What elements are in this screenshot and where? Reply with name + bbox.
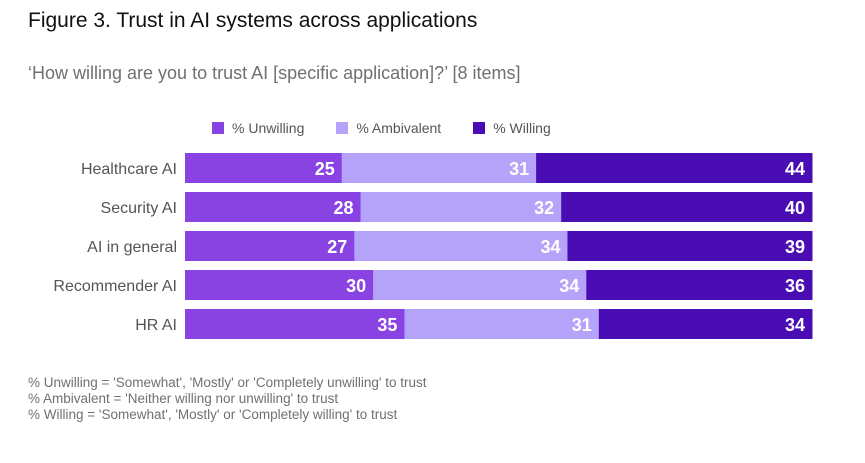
legend-item-unwilling: % Unwilling [212, 120, 304, 136]
data-label-security-ai-willing: 40 [785, 198, 805, 218]
data-label-recommender-ai-ambivalent: 34 [559, 276, 579, 296]
data-label-security-ai-unwilling: 28 [334, 198, 354, 218]
bar-recommender-ai-ambivalent [373, 270, 587, 300]
footnote-unwilling: % Unwilling = 'Somewhat', 'Mostly' or 'C… [28, 375, 427, 390]
bar-ai-in-general-ambivalent [354, 231, 568, 261]
bar-healthcare-ai-ambivalent [341, 153, 537, 183]
category-label-recommender-ai: Recommender AI [53, 278, 177, 295]
legend-swatch-unwilling [212, 122, 224, 134]
data-label-hr-ai-ambivalent: 31 [572, 315, 592, 335]
chart-title: Figure 3. Trust in AI systems across app… [28, 9, 478, 32]
legend-item-ambivalent: % Ambivalent [336, 120, 441, 136]
bar-healthcare-ai-willing [536, 153, 813, 183]
data-label-healthcare-ai-unwilling: 25 [315, 159, 335, 179]
data-label-healthcare-ai-ambivalent: 31 [509, 159, 529, 179]
bar-security-ai-unwilling [185, 192, 362, 222]
data-label-healthcare-ai-willing: 44 [785, 159, 805, 179]
data-label-hr-ai-willing: 34 [785, 315, 805, 335]
legend-item-willing: % Willing [473, 120, 551, 136]
bar-hr-ai-willing [598, 309, 813, 339]
category-label-hr-ai: HR AI [135, 317, 177, 334]
legend-swatch-willing [473, 122, 486, 134]
chart-legend: % Unwilling % Ambivalent % Willing [212, 119, 583, 137]
bar-hr-ai-unwilling [185, 309, 405, 339]
legend-label-willing: % Willing [493, 120, 551, 136]
footnote-willing: % Willing = 'Somewhat', 'Mostly' or 'Com… [28, 407, 398, 422]
bar-hr-ai-ambivalent [404, 309, 600, 339]
bar-security-ai-willing [561, 192, 813, 222]
data-label-ai-in-general-unwilling: 27 [327, 237, 347, 257]
data-label-ai-in-general-ambivalent: 34 [540, 237, 560, 257]
legend-label-unwilling: % Unwilling [232, 120, 305, 136]
bar-ai-in-general-unwilling [185, 231, 355, 261]
chart-subtitle: ‘How willing are you to trust AI [specif… [28, 63, 521, 83]
data-label-ai-in-general-willing: 39 [785, 237, 805, 257]
footnotes: % Unwilling = 'Somewhat', 'Mostly' or 'C… [28, 375, 427, 423]
category-label-healthcare-ai: Healthcare AI [81, 161, 177, 178]
data-label-recommender-ai-willing: 36 [785, 276, 805, 296]
data-label-recommender-ai-unwilling: 30 [346, 276, 366, 296]
bar-healthcare-ai-unwilling [185, 153, 343, 183]
bar-security-ai-ambivalent [360, 192, 562, 222]
footnote-ambivalent: % Ambivalent = 'Neither willing nor unwi… [28, 391, 339, 406]
bar-recommender-ai-willing [586, 270, 813, 300]
legend-label-ambivalent: % Ambivalent [356, 120, 442, 136]
category-label-security-ai: Security AI [101, 200, 177, 217]
legend-swatch-ambivalent [336, 122, 349, 134]
data-label-security-ai-ambivalent: 32 [534, 198, 554, 218]
category-label-ai-in-general: AI in general [87, 239, 177, 256]
data-label-hr-ai-unwilling: 35 [377, 315, 397, 335]
bar-recommender-ai-unwilling [185, 270, 374, 300]
bar-ai-in-general-willing [567, 231, 813, 261]
